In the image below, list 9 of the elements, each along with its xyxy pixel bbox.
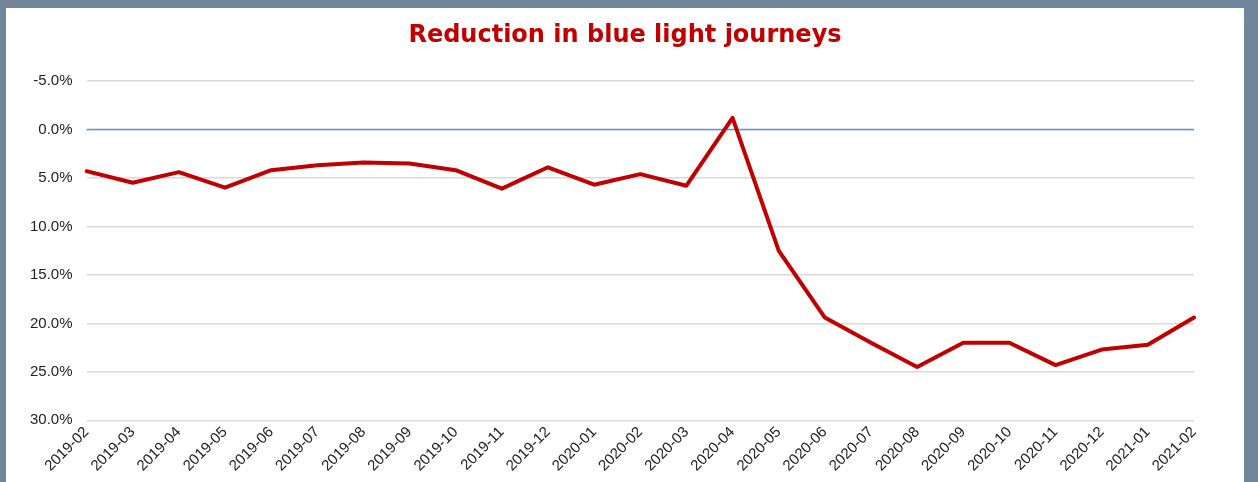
- y-tick-label: 25.0%: [29, 362, 73, 380]
- chart-title: Reduction in blue light journeys: [407, 20, 843, 48]
- y-tick-label: 20.0%: [29, 313, 73, 331]
- y-tick-label: 0.0%: [38, 119, 73, 137]
- y-tick-label: 15.0%: [29, 265, 73, 283]
- y-tick-label: 10.0%: [29, 216, 73, 234]
- y-tick-label: 5.0%: [38, 168, 73, 186]
- y-tick-label: -5.0%: [33, 71, 73, 89]
- y-tick-label: 30.0%: [29, 410, 73, 428]
